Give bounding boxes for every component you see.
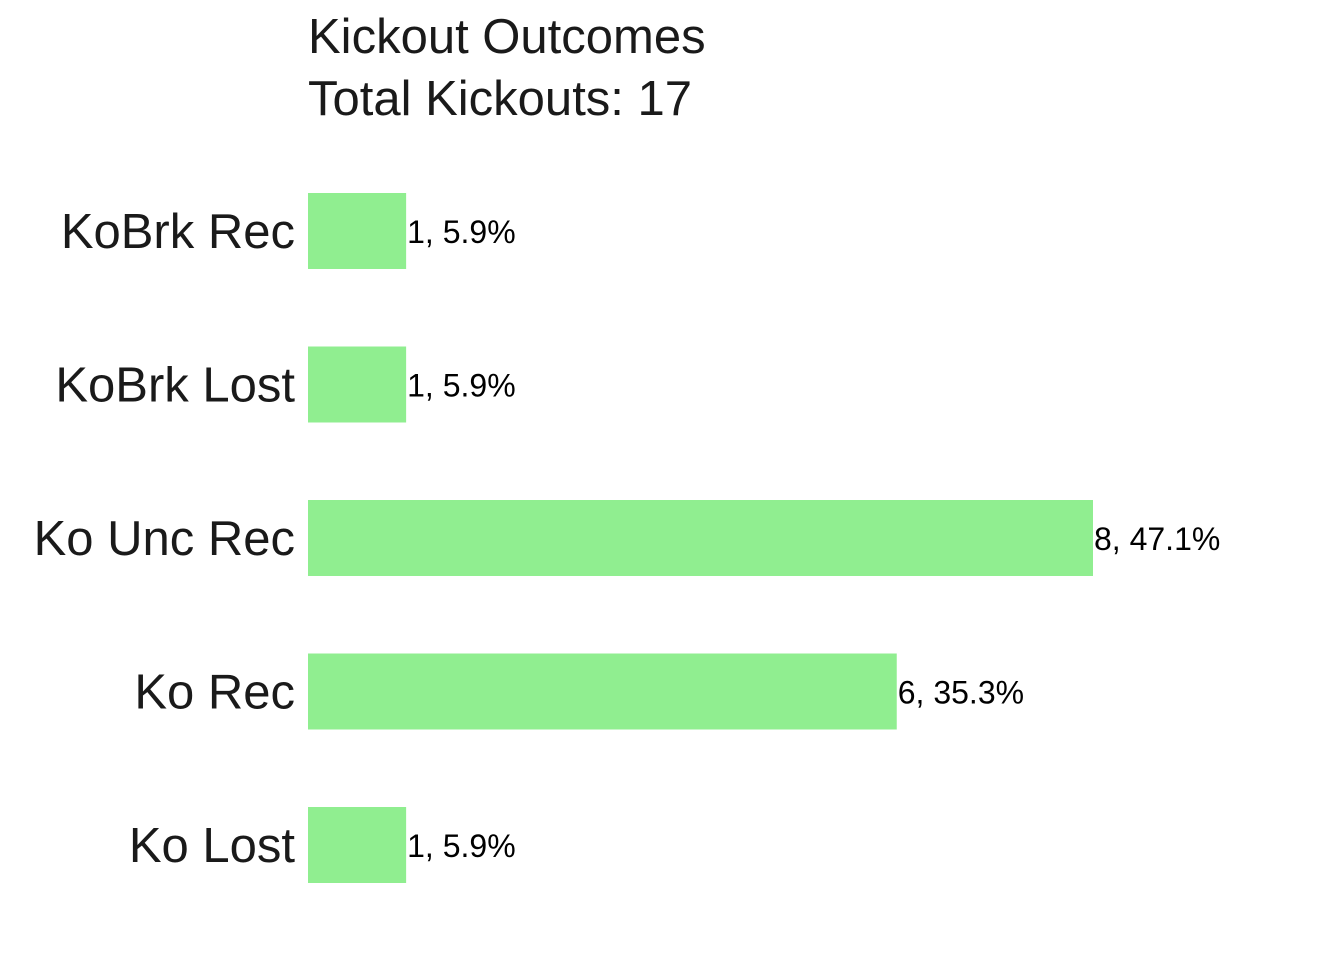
data-label-1: 1, 5.9%: [407, 368, 516, 404]
bar-0: [308, 193, 407, 269]
bar-2: [308, 500, 1093, 576]
category-label-2: Ko Unc Rec: [34, 512, 295, 566]
chart-subtitle: Total Kickouts: 17: [308, 72, 693, 126]
data-label-2: 8, 47.1%: [1094, 521, 1220, 557]
category-label-3: Ko Rec: [134, 666, 295, 720]
chart-title: Kickout Outcomes: [308, 10, 706, 64]
category-label-1: KoBrk Lost: [55, 359, 295, 413]
data-label-4: 1, 5.9%: [407, 828, 516, 864]
category-label-0: KoBrk Rec: [61, 205, 295, 259]
data-label-0: 1, 5.9%: [407, 214, 516, 250]
bar-4: [308, 807, 407, 883]
category-label-4: Ko Lost: [129, 819, 296, 873]
bar-1: [308, 346, 407, 423]
bar-3: [308, 653, 897, 730]
data-label-3: 6, 35.3%: [898, 675, 1024, 711]
